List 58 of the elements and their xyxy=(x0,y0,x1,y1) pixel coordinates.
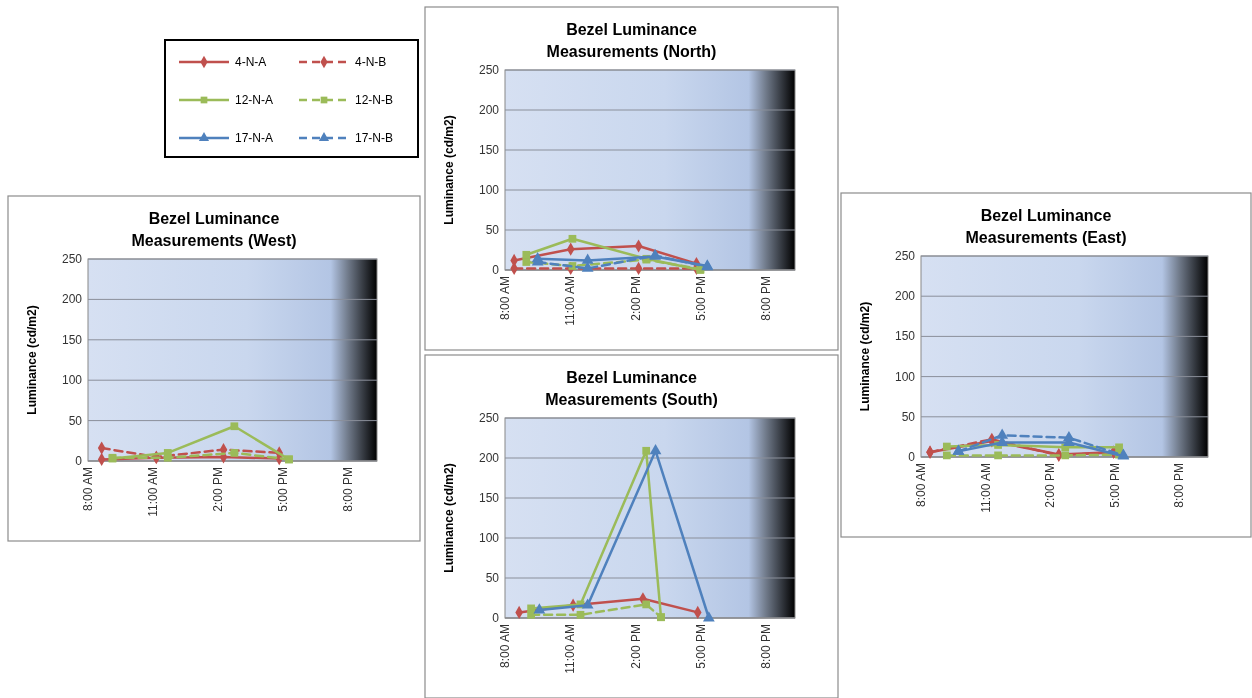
y-tick-label: 50 xyxy=(485,223,500,237)
y-tick-label: 150 xyxy=(894,329,916,344)
y-tick-label: 0 xyxy=(75,454,83,468)
y-tick-label: 100 xyxy=(61,373,83,388)
x-tick-label: 11:00 AM xyxy=(146,467,161,517)
legend-label: 4-N-B xyxy=(355,55,387,69)
x-tick-label: 11:00 AM xyxy=(563,624,578,674)
x-tick-label: 5:00 PM xyxy=(693,624,708,669)
legend-label: 17-N-A xyxy=(235,131,274,145)
legend-label: 4-N-A xyxy=(235,55,267,69)
x-tick-label: 2:00 PM xyxy=(628,276,643,321)
legend-label: 12-N-A xyxy=(235,93,274,107)
x-tick-label: 5:00 PM xyxy=(1107,463,1122,508)
x-tick-label: 2:00 PM xyxy=(628,624,643,669)
x-tick-label: 8:00 AM xyxy=(498,276,512,321)
y-tick-label: 0 xyxy=(492,263,500,277)
x-tick-label: 5:00 PM xyxy=(276,467,291,512)
x-tick-label: 8:00 PM xyxy=(759,624,774,669)
y-tick-label: 200 xyxy=(478,103,500,117)
y-tick-label: 50 xyxy=(68,413,83,428)
x-tick-label: 11:00 AM xyxy=(563,276,578,326)
y-axis-title: Luminance (cd/m2) xyxy=(858,301,872,412)
y-tick-label: 50 xyxy=(901,409,916,424)
y-tick-label: 100 xyxy=(478,531,500,545)
y-tick-label: 250 xyxy=(61,252,83,266)
chart-title: Bezel Luminance Measurements (West) xyxy=(131,210,297,249)
y-axis-title: Luminance (cd/m2) xyxy=(25,305,39,415)
x-tick-label: 8:00 AM xyxy=(81,467,95,512)
y-axis-title: Luminance (cd/m2) xyxy=(442,115,456,225)
y-tick-label: 0 xyxy=(492,611,500,625)
y-axis-title: Luminance (cd/m2) xyxy=(442,463,456,573)
x-tick-label: 8:00 PM xyxy=(1172,463,1187,508)
x-tick-label: 2:00 PM xyxy=(211,467,226,512)
chart-title: Bezel Luminance Measurements (South) xyxy=(545,369,718,408)
chart-title: Bezel Luminance Measurements (East) xyxy=(965,207,1127,246)
x-tick-label: 2:00 PM xyxy=(1043,463,1058,508)
y-tick-label: 50 xyxy=(485,571,500,585)
legend-label: 17-N-B xyxy=(355,131,394,145)
y-tick-label: 100 xyxy=(478,183,500,197)
y-tick-label: 150 xyxy=(478,143,500,157)
y-tick-label: 150 xyxy=(478,491,500,505)
y-tick-label: 200 xyxy=(478,451,500,465)
y-tick-label: 250 xyxy=(894,249,916,263)
y-tick-label: 250 xyxy=(478,411,500,425)
x-tick-label: 8:00 AM xyxy=(498,624,512,669)
x-tick-label: 11:00 AM xyxy=(978,463,993,513)
y-tick-label: 150 xyxy=(61,332,83,347)
x-tick-label: 8:00 PM xyxy=(341,467,356,512)
y-tick-label: 100 xyxy=(894,369,916,384)
legend-label: 12-N-B xyxy=(355,93,394,107)
chart-title: Bezel Luminance Measurements (North) xyxy=(546,21,717,60)
y-tick-label: 250 xyxy=(478,63,500,77)
y-tick-label: 200 xyxy=(61,292,83,307)
x-tick-label: 8:00 AM xyxy=(914,463,928,508)
x-tick-label: 8:00 PM xyxy=(759,276,774,321)
y-tick-label: 200 xyxy=(894,289,916,304)
x-tick-label: 5:00 PM xyxy=(693,276,708,321)
y-tick-label: 0 xyxy=(908,450,916,464)
